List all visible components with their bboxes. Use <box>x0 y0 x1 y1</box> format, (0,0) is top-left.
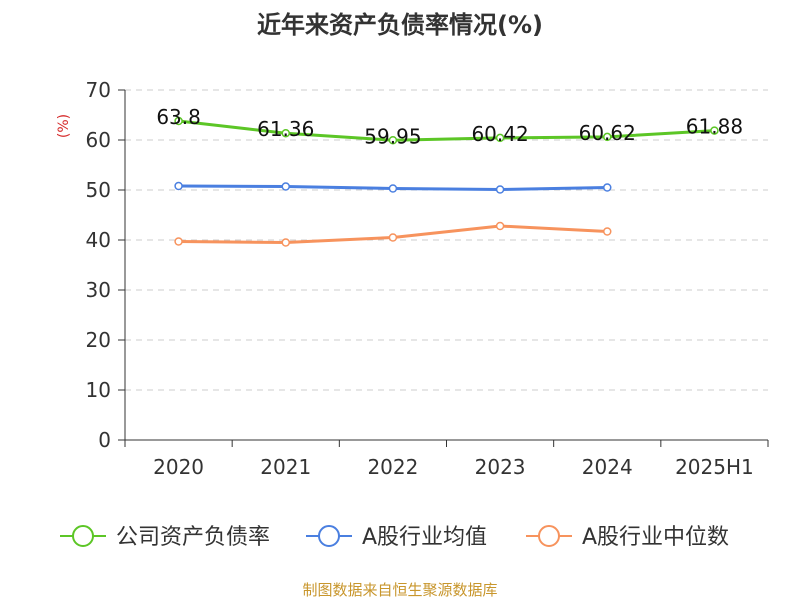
y-tick-label-60: 60 <box>86 128 111 152</box>
legend-item-0[interactable]: 公司资产负债率 <box>60 525 270 550</box>
point-s1-2024 <box>603 183 612 192</box>
x-tick-label-2024: 2024 <box>582 455 633 479</box>
point-s1-2022 <box>388 184 398 193</box>
y-tick-label-40: 40 <box>86 228 111 252</box>
point-s0-2023 <box>495 133 505 143</box>
data-label-2023: 60.42 <box>471 122 528 146</box>
legend-swatch-marker-2 <box>538 525 560 547</box>
y-tick-label-20: 20 <box>86 328 111 352</box>
point-s2-2020 <box>174 237 183 246</box>
series-line-0 <box>177 119 716 142</box>
y-ticks: 0 10 20 30 40 50 60 70 <box>86 78 125 452</box>
point-s1-2023 <box>495 185 505 194</box>
y-tick-label-10: 10 <box>86 378 111 402</box>
legend-label-2: A股行业中位数 <box>582 525 729 550</box>
legend-swatch-marker-1 <box>318 525 340 547</box>
data-labels: 63.8 61.36 59.95 60.42 60.62 61.88 <box>156 105 743 148</box>
y-tick-label-30: 30 <box>86 278 111 302</box>
point-s0-2022 <box>388 136 398 145</box>
y-tick-label-50: 50 <box>86 178 111 202</box>
x-tick-label-2025H1: 2025H1 <box>675 455 754 479</box>
source-note: 制图数据来自恒生聚源数据库 <box>302 581 497 599</box>
axes <box>124 90 768 441</box>
legend-label-1: A股行业均值 <box>362 525 487 550</box>
x-tick-label-2023: 2023 <box>475 455 526 479</box>
x-tick-label-2020: 2020 <box>153 455 204 479</box>
data-label-2021: 61.36 <box>257 117 314 141</box>
x-tick-label-2022: 2022 <box>367 455 418 479</box>
point-s2-2022 <box>388 233 398 242</box>
point-s1-2020 <box>174 181 183 191</box>
point-s2-2023 <box>495 221 505 231</box>
legend-label-0: 公司资产负债率 <box>116 525 270 550</box>
series-lines <box>174 116 719 247</box>
data-label-2025H1: 61.88 <box>686 115 743 139</box>
point-s0-2024 <box>603 132 612 142</box>
point-s2-2021 <box>281 238 290 247</box>
y-tick-label-70: 70 <box>86 78 111 102</box>
legend-swatch-marker-0 <box>72 525 94 547</box>
point-s0-2025H1 <box>710 126 719 135</box>
point-s2-2024 <box>603 227 612 236</box>
data-label-2020: 63.8 <box>156 105 201 129</box>
point-s0-2020 <box>174 116 183 126</box>
y-tick-label-0: 0 <box>98 428 111 452</box>
y-axis-label: (%) <box>56 114 72 138</box>
data-label-2024: 60.62 <box>579 121 636 145</box>
chart-title: 近年来资产负债率情况(%) <box>257 11 543 39</box>
point-s1-2021 <box>281 182 290 191</box>
legend-item-2[interactable]: A股行业中位数 <box>526 525 729 550</box>
data-label-2022: 59.95 <box>364 124 421 148</box>
legend-item-1[interactable]: A股行业均值 <box>306 525 487 550</box>
point-s0-2021 <box>281 128 290 138</box>
legend[interactable]: 公司资产负债率 A股行业均值 A股行业中位数 <box>60 525 729 550</box>
grid <box>125 89 768 391</box>
x-ticks: 2020 2021 2022 2023 2024 2025H1 <box>124 440 769 479</box>
x-tick-label-2021: 2021 <box>260 455 311 479</box>
